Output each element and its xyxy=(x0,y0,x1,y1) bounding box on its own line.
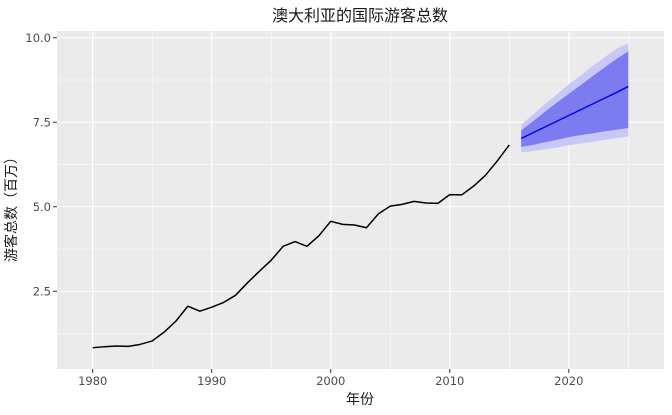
x-axis-title: 年份 xyxy=(346,392,374,408)
x-tick-label: 1980 xyxy=(78,374,107,388)
x-tick-label: 2010 xyxy=(435,374,464,388)
x-axis: 1980 1990 2000 2010 2020 xyxy=(78,369,583,388)
y-tick-label: 2.5 xyxy=(33,284,51,298)
y-tick-label: 10.0 xyxy=(25,31,51,45)
x-tick-label: 2000 xyxy=(316,374,345,388)
y-tick-label: 7.5 xyxy=(33,115,51,129)
x-tick-label: 2020 xyxy=(554,374,583,388)
y-axis: 2.5 5.0 7.5 10.0 xyxy=(25,31,57,299)
chart-title: 澳大利亚的国际游客总数 xyxy=(272,6,448,25)
y-axis-title: 游客总数（百万） xyxy=(3,150,20,262)
y-tick-label: 5.0 xyxy=(33,200,51,214)
x-tick-label: 1990 xyxy=(197,374,226,388)
